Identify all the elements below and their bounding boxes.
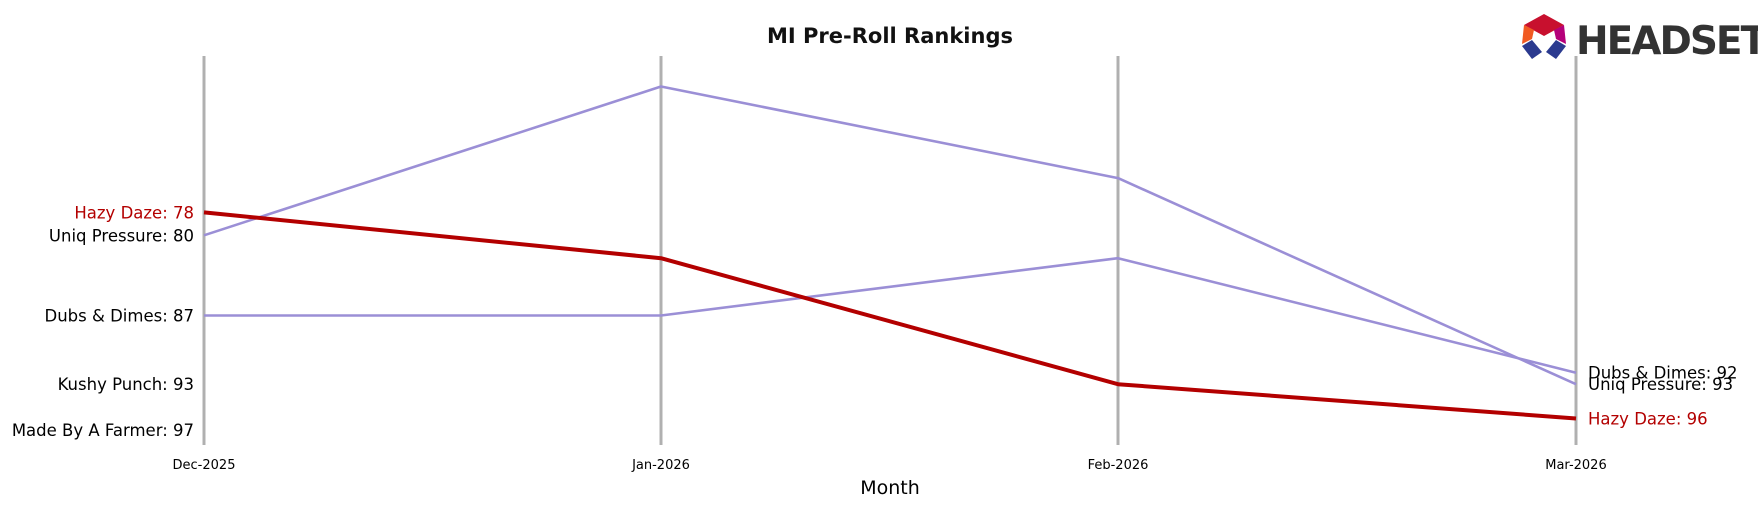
start-label-made-by-a-farmer-97: Made By A Farmer: 97 xyxy=(12,421,194,440)
start-labels: Hazy Daze: 78 Uniq Pressure: 80 Dubs & Dim… xyxy=(12,203,194,440)
end-label-uniq-pressure-93: Uniq Pressure: 93 xyxy=(1588,375,1733,394)
start-label-uniq-pressure-80: Uniq Pressure: 80 xyxy=(49,226,194,245)
x-tick-labels: Dec-2025 Jan-2026 Feb-2026 Mar-2026 xyxy=(173,458,1607,473)
x-tick-feb-2026: Feb-2026 xyxy=(1088,458,1149,473)
chart-title: MI Pre-Roll Rankings xyxy=(767,24,1013,48)
x-axis-label: Month xyxy=(860,477,920,499)
start-label-hazy-daze-78: Hazy Daze: 78 xyxy=(74,203,194,222)
x-tick-dec-2025: Dec-2025 xyxy=(173,458,236,473)
x-tick-jan-2026: Jan-2026 xyxy=(631,458,690,473)
month-axis-lines xyxy=(202,56,1578,445)
start-label-dubs-and-dimes-87: Dubs & Dimes: 87 xyxy=(45,306,195,325)
end-label-dubs-and-dimes-92: Dubs & Dimes: 92 xyxy=(1588,364,1738,383)
logo-text: HEADSET xyxy=(1576,19,1758,64)
headset-hexagon-icon xyxy=(1522,14,1566,59)
series-line-uniq-pressure xyxy=(203,85,1577,386)
x-tick-mar-2026: Mar-2026 xyxy=(1545,458,1606,473)
headset-logo: HEADSET xyxy=(1522,14,1758,64)
start-label-kushy-punch-93: Kushy Punch: 93 xyxy=(58,375,194,394)
end-label-hazy-daze-96: Hazy Daze: 96 xyxy=(1588,410,1708,429)
series-line-dubs-and-dimes xyxy=(204,256,1577,374)
series-lines xyxy=(203,85,1577,421)
series-line-hazy-daze xyxy=(203,210,1577,421)
